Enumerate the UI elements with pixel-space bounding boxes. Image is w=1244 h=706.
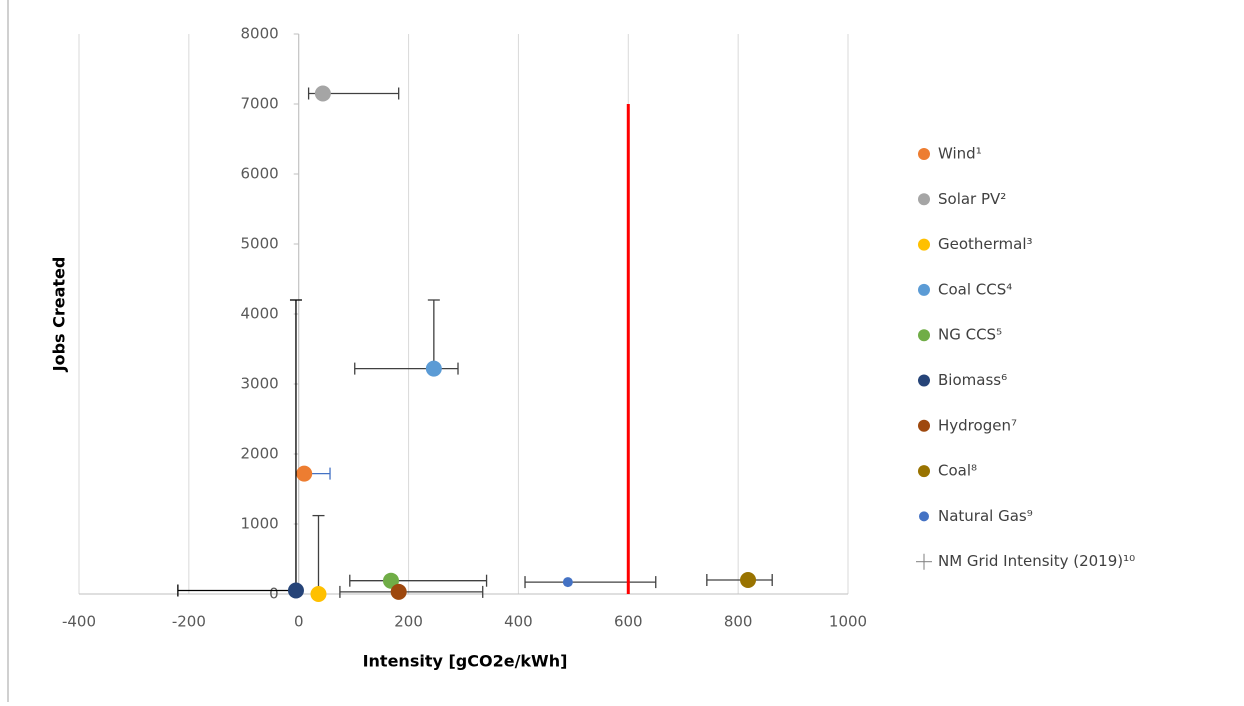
- legend-label: Wind¹: [938, 145, 982, 163]
- y-tick-label: 6000: [241, 165, 279, 183]
- legend-marker: [918, 238, 930, 251]
- x-tick-label: 1000: [829, 613, 867, 631]
- point: [296, 465, 313, 482]
- point: [562, 577, 573, 588]
- x-tick-label: 400: [504, 613, 533, 631]
- legend-label: Coal CCS⁴: [938, 280, 1012, 298]
- x-tick-label: 800: [724, 613, 753, 631]
- legend-label: Coal⁸: [938, 462, 977, 480]
- legend-marker: [918, 465, 930, 478]
- point: [382, 572, 399, 589]
- legend-marker: [918, 283, 930, 296]
- point: [310, 586, 327, 602]
- legend-label: Natural Gas⁹: [938, 507, 1033, 525]
- legend-marker: [918, 329, 930, 342]
- legend-marker: [918, 148, 930, 160]
- x-tick-label: -200: [172, 613, 206, 631]
- legend-marker: [919, 511, 929, 522]
- legend-label: Geothermal³: [938, 235, 1033, 253]
- y-tick-label: 0: [269, 585, 279, 603]
- y-axis-title: Jobs Created: [50, 257, 69, 373]
- legend-marker: [918, 374, 930, 387]
- legend-marker: [918, 419, 930, 432]
- point: [314, 85, 331, 102]
- point: [425, 360, 442, 377]
- y-tick-label: 7000: [241, 95, 279, 113]
- y-tick-label: 3000: [241, 375, 279, 393]
- legend-label: NM Grid Intensity (2019)¹⁰: [938, 552, 1135, 570]
- legend-marker: [918, 193, 930, 206]
- y-tick-label: 8000: [241, 25, 279, 43]
- y-tick-label: 5000: [241, 235, 279, 253]
- y-tick-label: 2000: [241, 445, 279, 463]
- y-tick-label: 4000: [241, 305, 279, 323]
- point: [287, 582, 304, 599]
- legend-label: Biomass⁶: [938, 371, 1007, 389]
- frame: [7, 0, 9, 706]
- point: [740, 572, 757, 588]
- x-tick-label: 0: [294, 613, 304, 631]
- legend-label: NG CCS⁵: [938, 326, 1002, 344]
- x-axis-title: Intensity [gCO2e/kWh]: [363, 652, 568, 671]
- x-tick-label: 200: [394, 613, 423, 631]
- x-tick-label: -400: [62, 613, 96, 631]
- point: [390, 583, 407, 600]
- legend-label: Solar PV²: [938, 190, 1006, 208]
- y-tick-label: 1000: [241, 515, 279, 533]
- legend-label: Hydrogen⁷: [938, 416, 1017, 434]
- x-tick-label: 600: [614, 613, 643, 631]
